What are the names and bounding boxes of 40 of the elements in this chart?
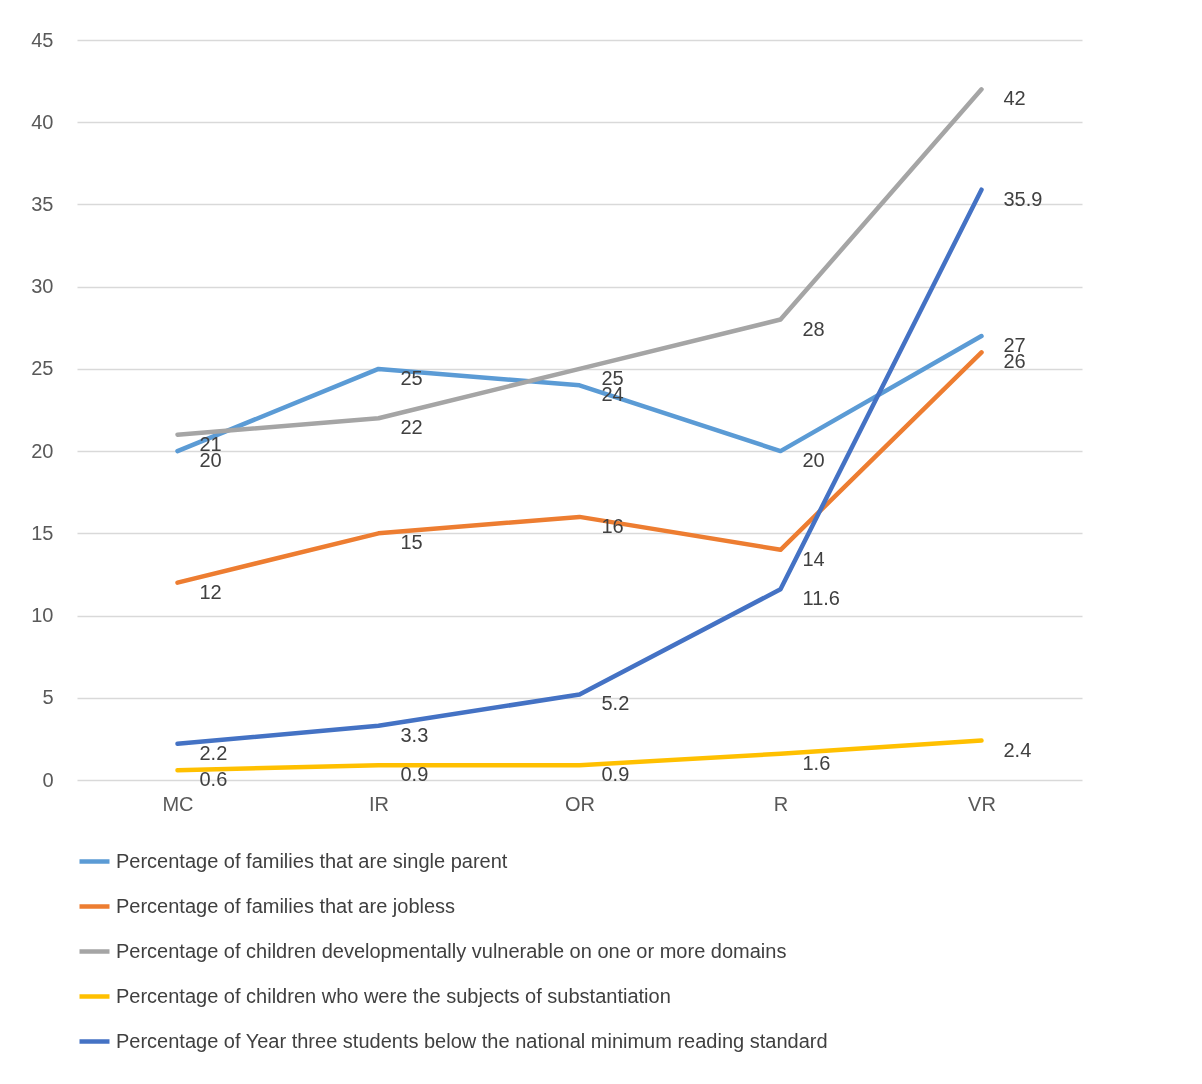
data-label: 3.3: [400, 723, 429, 746]
data-label: 22: [400, 416, 423, 439]
data-label: 15: [400, 531, 423, 554]
x-tick-label: IR: [369, 792, 389, 815]
data-label: 28: [802, 317, 825, 340]
y-tick-label: 25: [31, 357, 54, 380]
data-label: 2.4: [1003, 738, 1032, 761]
y-tick-label: 10: [31, 604, 54, 627]
line-series: [175, 187, 984, 747]
data-label: 35.9: [1003, 187, 1043, 210]
y-tick-label: 30: [31, 275, 54, 298]
data-label: 0.9: [400, 763, 429, 786]
data-label: 14: [802, 547, 825, 570]
legend-label: Percentage of families that are jobless: [116, 894, 456, 917]
data-label: 20: [802, 449, 825, 472]
line-series: [175, 87, 984, 437]
legend-label: Percentage of Year three students below the national minimum reading standard: [116, 1029, 828, 1052]
y-tick-label: 15: [31, 521, 54, 544]
legend-label: Percentage of families that are single parent: [116, 849, 508, 872]
line-series: [175, 350, 984, 585]
y-tick-label: 35: [31, 192, 54, 215]
y-tick-label: 45: [31, 28, 54, 51]
data-label: 12: [199, 580, 222, 603]
data-label: 0.6: [199, 768, 228, 791]
y-tick-label: 40: [31, 110, 54, 133]
data-label: 11.6: [802, 587, 840, 610]
x-tick-label: R: [773, 792, 789, 815]
data-label: 2.2: [199, 741, 228, 764]
y-tick-label: 20: [31, 439, 54, 462]
x-tick-label: MC: [162, 792, 194, 815]
legend-label: Percentage of children who were the subjects of substantiation: [116, 984, 671, 1007]
data-label: 42: [1003, 87, 1026, 110]
y-tick-label: 5: [42, 686, 54, 709]
y-tick-label: 0: [42, 768, 54, 791]
x-tick-label: VR: [968, 792, 996, 815]
data-label: 1.6: [802, 751, 831, 774]
data-label: 5.2: [601, 692, 630, 715]
data-label: 0.9: [601, 763, 630, 786]
x-tick-label: OR: [565, 792, 595, 815]
legend-label: Percentage of children developmentally vulnerable on one or more domains: [116, 939, 787, 962]
